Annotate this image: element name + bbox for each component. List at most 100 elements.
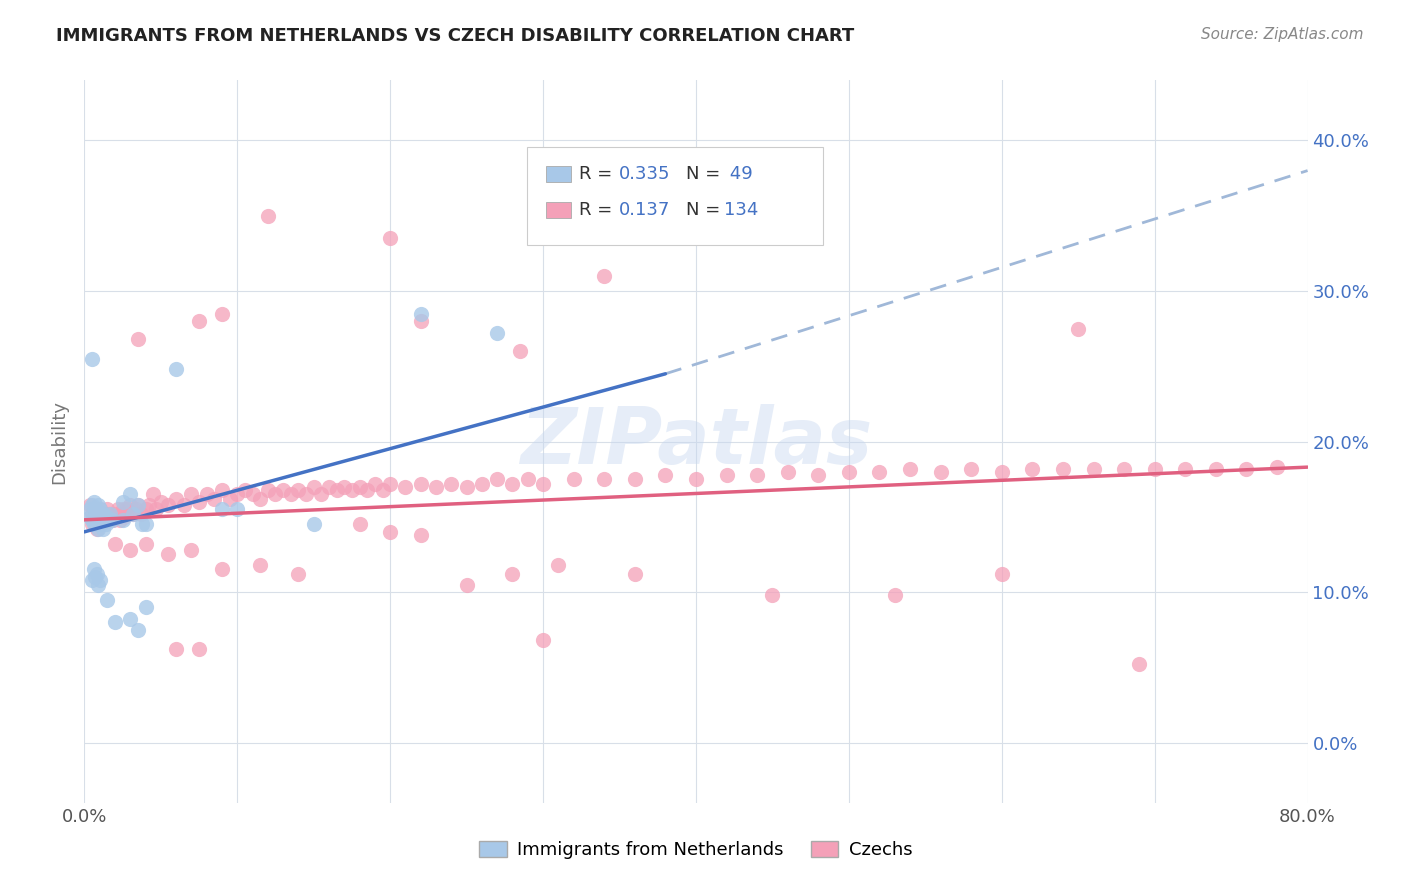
Point bbox=[654, 467, 676, 482]
Point bbox=[125, 502, 148, 516]
Point bbox=[257, 209, 280, 223]
Point bbox=[89, 502, 111, 516]
Point bbox=[1067, 321, 1090, 335]
Point bbox=[302, 517, 325, 532]
Text: 0.137: 0.137 bbox=[619, 201, 671, 219]
Point bbox=[898, 461, 921, 475]
Point bbox=[84, 507, 107, 521]
Point bbox=[84, 570, 107, 584]
Point bbox=[110, 507, 132, 521]
Point bbox=[547, 558, 569, 572]
Point bbox=[83, 562, 105, 576]
Point bbox=[883, 588, 905, 602]
Point bbox=[776, 465, 799, 479]
Point bbox=[157, 498, 180, 512]
Point bbox=[131, 517, 153, 532]
Point bbox=[94, 517, 117, 532]
Point bbox=[86, 522, 108, 536]
Point bbox=[96, 592, 118, 607]
Point bbox=[425, 480, 447, 494]
Point bbox=[516, 472, 538, 486]
Point bbox=[84, 502, 107, 516]
Point bbox=[838, 465, 860, 479]
Point bbox=[380, 231, 402, 245]
Point bbox=[90, 517, 112, 532]
Point bbox=[188, 494, 211, 508]
Text: N =: N = bbox=[686, 201, 725, 219]
Point bbox=[380, 524, 402, 539]
Point bbox=[86, 507, 108, 521]
Point bbox=[87, 513, 110, 527]
Point bbox=[1114, 461, 1136, 475]
Point bbox=[1128, 657, 1150, 672]
Point bbox=[135, 600, 157, 615]
Point bbox=[87, 577, 110, 591]
Point bbox=[1205, 461, 1227, 475]
Point bbox=[80, 351, 103, 366]
Point bbox=[87, 498, 110, 512]
Point bbox=[218, 491, 240, 506]
Text: Source: ZipAtlas.com: Source: ZipAtlas.com bbox=[1201, 27, 1364, 42]
Point bbox=[1143, 461, 1166, 475]
Point bbox=[90, 509, 112, 524]
Point bbox=[409, 476, 432, 491]
Point bbox=[593, 268, 616, 283]
Point bbox=[271, 483, 294, 497]
Text: 134: 134 bbox=[724, 201, 758, 219]
Point bbox=[356, 483, 378, 497]
Point bbox=[371, 483, 394, 497]
Point bbox=[502, 476, 524, 491]
Point bbox=[1265, 460, 1288, 475]
Point bbox=[456, 480, 478, 494]
Point bbox=[96, 502, 118, 516]
Point bbox=[364, 476, 387, 491]
Point bbox=[211, 502, 233, 516]
Point bbox=[409, 528, 432, 542]
Text: 49: 49 bbox=[724, 165, 752, 183]
Point bbox=[93, 509, 115, 524]
Point bbox=[79, 502, 101, 516]
Point bbox=[180, 542, 202, 557]
Point bbox=[112, 509, 135, 524]
Point bbox=[101, 513, 124, 527]
Point bbox=[440, 476, 463, 491]
Text: ZIPatlas: ZIPatlas bbox=[520, 403, 872, 480]
Point bbox=[111, 502, 134, 516]
Point bbox=[115, 502, 138, 516]
Point bbox=[127, 498, 149, 512]
Point bbox=[624, 567, 647, 582]
Point bbox=[202, 491, 225, 506]
Y-axis label: Disability: Disability bbox=[51, 400, 69, 483]
Point bbox=[86, 517, 108, 532]
Point bbox=[149, 494, 172, 508]
Point bbox=[89, 573, 111, 587]
Point bbox=[211, 307, 233, 321]
Point bbox=[287, 483, 309, 497]
Point bbox=[104, 507, 127, 521]
Point bbox=[280, 487, 302, 501]
Point bbox=[111, 494, 134, 508]
Point bbox=[165, 642, 187, 657]
Point bbox=[456, 577, 478, 591]
Point bbox=[127, 498, 149, 512]
Point bbox=[1052, 461, 1074, 475]
Point bbox=[380, 476, 402, 491]
Point bbox=[91, 522, 114, 536]
Text: R =: R = bbox=[579, 201, 619, 219]
Point bbox=[486, 326, 509, 340]
Point bbox=[807, 467, 830, 482]
Point bbox=[349, 517, 371, 532]
Point bbox=[135, 502, 157, 516]
Point bbox=[960, 461, 983, 475]
Point bbox=[165, 362, 187, 376]
Point bbox=[509, 344, 531, 359]
Point bbox=[122, 507, 145, 521]
Point bbox=[716, 467, 738, 482]
Point bbox=[991, 465, 1014, 479]
Point bbox=[471, 476, 494, 491]
Point bbox=[127, 332, 149, 346]
Point bbox=[991, 567, 1014, 582]
Point bbox=[188, 642, 211, 657]
Point bbox=[211, 483, 233, 497]
Point bbox=[107, 502, 129, 516]
